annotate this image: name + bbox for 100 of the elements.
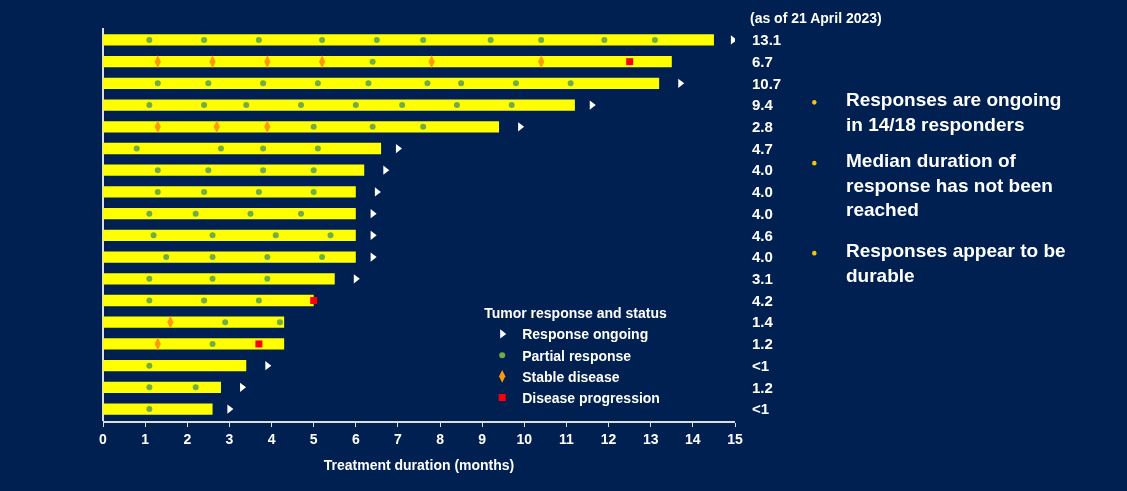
y-tick-label: 4.2: [752, 291, 773, 309]
y-tick-label: <1: [752, 356, 770, 374]
point: [163, 254, 170, 261]
point: [272, 232, 279, 239]
point: [247, 210, 254, 217]
bar: [103, 403, 213, 415]
y-tick-label: 1.4: [752, 313, 774, 331]
x-tick-label: 10: [516, 430, 533, 447]
point: [327, 232, 334, 239]
point: [458, 80, 465, 87]
legend-label: Response ongoing: [522, 326, 649, 343]
point: [209, 254, 216, 261]
point: [201, 36, 208, 43]
y-tick-label: 4.7: [752, 139, 773, 157]
legend-label: Partial response: [522, 347, 632, 364]
x-tick-label: 2: [183, 430, 192, 447]
point: [260, 145, 267, 152]
x-tick-label: 5: [309, 430, 318, 447]
x-tick-label: 14: [685, 430, 701, 447]
point: [255, 340, 263, 348]
point: [243, 102, 250, 109]
point: [512, 80, 519, 87]
x-tick-label: 12: [600, 430, 617, 447]
point: [192, 384, 199, 391]
bar: [103, 99, 575, 111]
bar: [103, 77, 660, 90]
y-tick-label: 2.8: [752, 118, 773, 136]
point: [298, 210, 305, 217]
y-tick-label: 13.1: [752, 31, 782, 49]
point: [369, 123, 376, 130]
point: [601, 36, 608, 43]
point: [678, 78, 685, 88]
bar: [103, 186, 356, 198]
x-tick-label: 13: [642, 430, 659, 447]
bar: [103, 359, 247, 372]
point: [518, 122, 525, 132]
bar: [103, 142, 382, 155]
y-tick-label: 4.0: [752, 161, 773, 179]
point: [453, 102, 460, 109]
point: [146, 362, 153, 369]
bar: [103, 34, 714, 46]
point: [205, 80, 212, 87]
point: [264, 254, 271, 261]
point: [255, 36, 262, 43]
x-tick-label: 9: [478, 430, 487, 447]
x-tick-label: 6: [351, 430, 360, 447]
text: Responses are ongoing in 14/18 responders: [846, 89, 1062, 135]
text: (as of 21 April 2023): [750, 10, 882, 26]
point: [420, 123, 427, 130]
point: [298, 102, 305, 109]
legend-title: Tumor response and status: [484, 305, 667, 322]
point: [424, 80, 431, 87]
point: [227, 404, 234, 414]
point: [146, 102, 153, 109]
point: [192, 210, 199, 217]
point: [319, 254, 326, 261]
bar: [103, 294, 314, 307]
point: [651, 36, 658, 43]
legend-label: Disease progression: [522, 390, 660, 406]
x-tick-label: 11: [559, 430, 575, 447]
bar: [103, 56, 672, 68]
point: [255, 188, 262, 195]
point: [352, 102, 359, 109]
point: [314, 80, 321, 87]
point: [146, 384, 153, 391]
point: [260, 80, 267, 87]
bar: [103, 121, 500, 133]
point: [310, 188, 317, 195]
point: [154, 167, 161, 174]
point: [146, 36, 153, 43]
point: [487, 36, 494, 43]
point: [146, 297, 153, 304]
point: [209, 275, 216, 282]
y-tick-label: 3.1: [752, 270, 773, 288]
point: [353, 274, 360, 284]
x-tick-label: 3: [225, 430, 234, 447]
x-tick-label: 15: [727, 430, 743, 447]
point: [255, 297, 262, 304]
text: Responses appear to be durable: [846, 240, 1066, 286]
point: [240, 382, 247, 392]
point: [201, 188, 208, 195]
y-tick-label: 4.0: [752, 183, 773, 201]
point: [383, 165, 390, 175]
legend-label: Stable disease: [522, 368, 620, 385]
x-axis-title: Treatment duration (months): [323, 457, 515, 474]
point: [264, 275, 271, 282]
point: [310, 296, 318, 304]
point: [626, 58, 634, 66]
point: [201, 297, 208, 304]
x-tick-label: 1: [141, 430, 150, 447]
point: [310, 167, 317, 174]
bar: [103, 251, 356, 263]
point: [201, 102, 208, 109]
point: [374, 187, 381, 197]
point: [222, 319, 229, 326]
y-tick-label: 4.0: [752, 248, 773, 266]
y-tick-label: 9.4: [752, 96, 774, 114]
x-tick-label: 4: [267, 430, 276, 447]
point: [150, 232, 157, 239]
x-tick-label: 7: [394, 430, 403, 447]
